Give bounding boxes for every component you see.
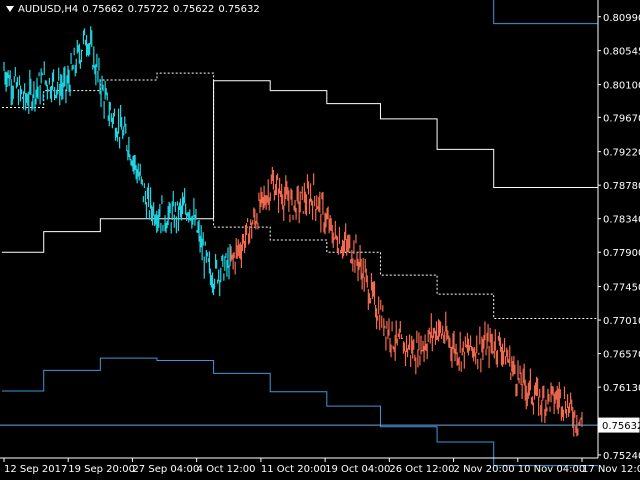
indicator-line-1 <box>2 72 598 320</box>
chart-title-bar: AUDUSD,H4 0.75662 0.75722 0.75622 0.75632 <box>6 4 264 15</box>
price-tick-label: 0.80545 <box>603 47 640 58</box>
time-tick-label: 19 Sep 20:00 <box>68 464 135 475</box>
symbol-label: AUDUSD,H4 <box>18 4 79 15</box>
time-tick-label: 17 Nov 12:00 <box>582 464 640 475</box>
time-tick-label: 11 Oct 20:00 <box>261 464 326 475</box>
low-value: 0.75622 <box>173 4 215 15</box>
current-price-label: 0.75632 <box>602 421 640 432</box>
indicator-line-2 <box>2 357 598 467</box>
time-tick-label: 19 Oct 04:00 <box>325 464 390 475</box>
price-bars <box>3 26 583 437</box>
open-value: 0.75662 <box>82 4 124 15</box>
high-value: 0.75722 <box>127 4 170 15</box>
time-tick-label: 12 Sep 2017 <box>4 464 67 475</box>
price-tick-label: 0.75240 <box>603 451 640 462</box>
indicator-lines <box>2 0 598 467</box>
dropdown-triangle-icon[interactable] <box>6 6 14 12</box>
current-price-tag <box>598 417 640 433</box>
time-tick-label: 2 Nov 20:00 <box>454 464 515 475</box>
indicator-line-0 <box>2 80 598 253</box>
indicator-line-3 <box>493 0 598 25</box>
time-tick-label: 4 Oct 12:00 <box>197 464 256 475</box>
time-tick-label: 10 Nov 04:00 <box>518 464 585 475</box>
time-tick-label: 27 Sep 04:00 <box>132 464 199 475</box>
time-tick-label: 26 Oct 12:00 <box>389 464 454 475</box>
close-value: 0.75632 <box>218 4 260 15</box>
